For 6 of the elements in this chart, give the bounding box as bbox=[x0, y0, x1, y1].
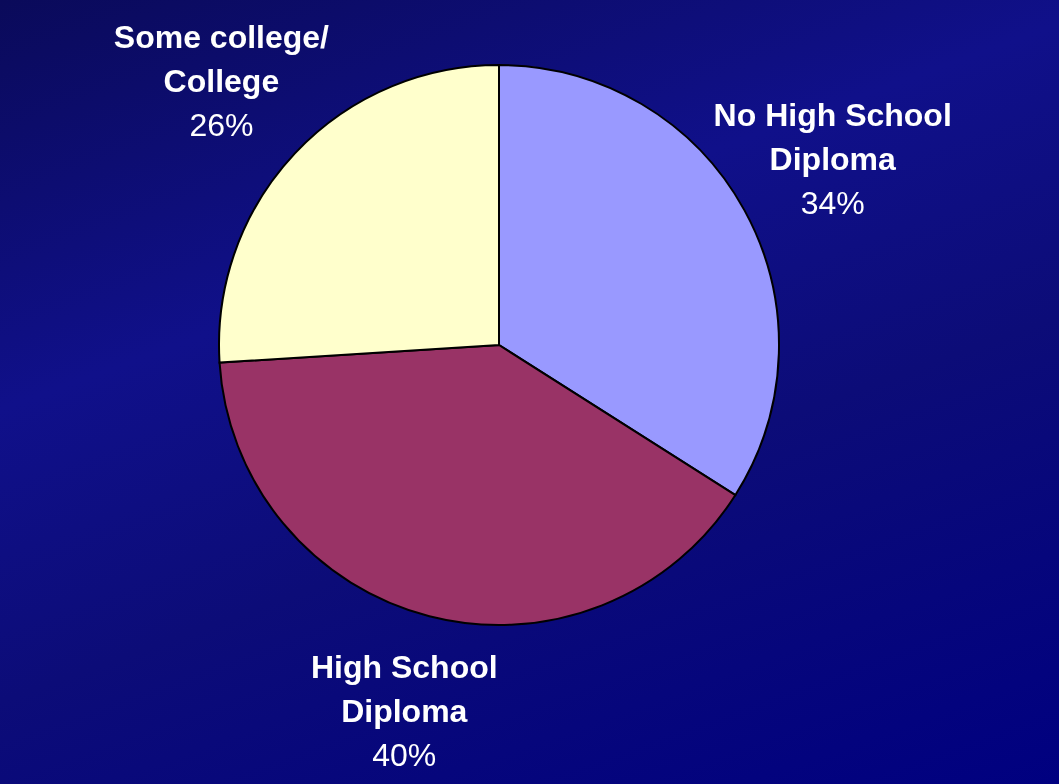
slice-label: Some college/ College bbox=[113, 19, 330, 100]
data-label: 40% bbox=[372, 737, 437, 774]
slice-label: High School Diploma bbox=[310, 649, 498, 730]
data-label: 26% bbox=[189, 107, 254, 144]
slice-label: No High School Diploma bbox=[713, 97, 952, 177]
data-label: 34% bbox=[800, 185, 865, 221]
